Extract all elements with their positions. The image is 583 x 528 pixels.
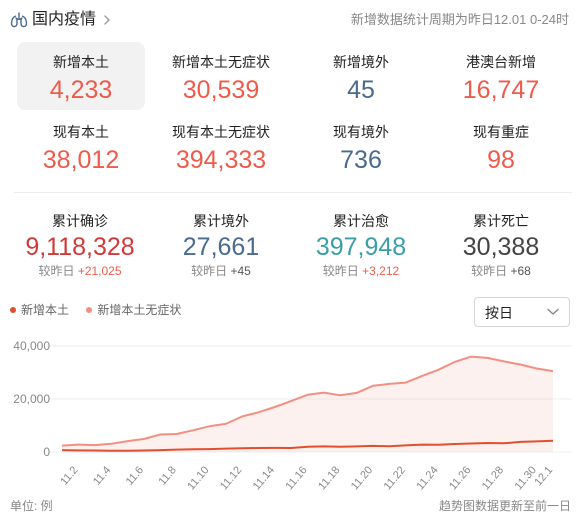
legend-label: 新增本土 xyxy=(21,303,70,317)
series-line xyxy=(61,355,554,447)
x-tick-label: 12.1 xyxy=(532,464,555,488)
stat-new-imported[interactable]: 新增境外 45 xyxy=(297,42,425,110)
legend-dot xyxy=(10,307,16,313)
stat-current-imported[interactable]: 现有境外 736 xyxy=(297,112,425,180)
cum-label: 累计确诊 xyxy=(52,213,108,229)
stat-label: 现有本土 xyxy=(53,124,109,140)
cum-compare: 较昨日 +45 xyxy=(151,263,291,279)
cum-label: 累计境外 xyxy=(193,213,249,229)
stat-label: 新增境外 xyxy=(333,54,389,70)
compare-delta: +21,025 xyxy=(77,264,122,278)
stat-label: 新增本土无症状 xyxy=(172,54,270,70)
stat-label: 新增本土 xyxy=(53,54,109,70)
cum-value: 9,118,328 xyxy=(25,233,135,261)
cum-confirmed: 累计确诊 9,118,328 较昨日 +21,025 xyxy=(10,212,150,279)
x-tick-label: 11.16 xyxy=(283,464,309,490)
stat-new-hk-macao-taiwan[interactable]: 港澳台新增 16,747 xyxy=(437,42,565,110)
x-tick-label: 11.12 xyxy=(218,464,244,490)
cum-label: 累计治愈 xyxy=(333,213,389,229)
x-tick-label: 11.28 xyxy=(480,464,506,490)
stat-label: 现有境外 xyxy=(333,124,389,140)
y-tick-label: 40,000 xyxy=(13,339,50,353)
stat-label: 现有重症 xyxy=(473,124,529,140)
legend-item-new-local[interactable]: 新增本土 xyxy=(10,302,69,318)
cum-label: 累计死亡 xyxy=(473,213,529,229)
series-line xyxy=(61,439,554,452)
page-header: 国内疫情 新增数据统计周期为昨日12.01 0-24时 xyxy=(0,0,583,40)
compare-label: 较昨日 xyxy=(38,264,75,278)
x-tick-label: 11.10 xyxy=(185,464,211,490)
stat-current-local[interactable]: 现有本土 38,012 xyxy=(17,112,145,180)
stat-new-local[interactable]: 新增本土 4,233 xyxy=(17,42,145,110)
cum-value: 397,948 xyxy=(315,233,407,261)
cum-compare: 较昨日 +21,025 xyxy=(10,263,150,279)
legend-label: 新增本土无症状 xyxy=(97,303,182,317)
x-tick-label: 11.20 xyxy=(349,464,375,490)
cum-imported: 累计境外 27,661 较昨日 +45 xyxy=(151,212,291,279)
legend-dot xyxy=(86,307,93,313)
y-tick-label: 20,000 xyxy=(13,392,50,406)
page-title[interactable]: 国内疫情 xyxy=(32,11,97,28)
chart-legend: 新增本土 新增本土无症状 xyxy=(10,302,195,318)
section-divider xyxy=(14,192,572,193)
x-tick-label: 11.18 xyxy=(316,464,342,490)
stat-value: 45 xyxy=(347,76,375,104)
x-tick-label: 11.4 xyxy=(91,464,113,487)
stat-current-severe[interactable]: 现有重症 98 xyxy=(437,112,565,180)
range-select-value: 按日 xyxy=(485,305,513,321)
update-note: 趋势图数据更新至前一日 xyxy=(438,499,571,513)
stat-label: 港澳台新增 xyxy=(466,54,536,70)
chevron-right-icon[interactable] xyxy=(102,14,112,26)
cum-compare: 较昨日 +68 xyxy=(431,263,571,279)
chevron-down-icon xyxy=(547,308,559,315)
stat-value: 4,233 xyxy=(49,76,113,104)
compare-delta: +68 xyxy=(510,264,531,278)
series-area xyxy=(62,356,553,452)
compare-delta: +3,212 xyxy=(362,264,400,278)
compare-label: 较昨日 xyxy=(471,264,508,278)
stats-period-note: 新增数据统计周期为昨日12.01 0-24时 xyxy=(350,12,569,27)
compare-label: 较昨日 xyxy=(191,264,228,278)
stat-label: 现有本土无症状 xyxy=(172,124,270,140)
compare-label: 较昨日 xyxy=(322,264,359,278)
stat-current-local-asymptomatic[interactable]: 现有本土无症状 394,333 xyxy=(157,112,285,180)
cum-value: 30,388 xyxy=(462,233,540,261)
cum-deaths: 累计死亡 30,388 较昨日 +68 xyxy=(431,212,571,279)
x-tick-label: 11.22 xyxy=(382,464,408,490)
cum-compare: 较昨日 +3,212 xyxy=(291,263,431,279)
cum-recovered: 累计治愈 397,948 较昨日 +3,212 xyxy=(291,212,431,279)
x-tick-label: 11.2 xyxy=(58,464,80,487)
x-tick-label: 11.24 xyxy=(414,464,440,490)
x-tick-label: 11.6 xyxy=(124,464,146,487)
stat-value: 38,012 xyxy=(42,146,120,174)
stat-new-local-asymptomatic[interactable]: 新增本土无症状 30,539 xyxy=(157,42,285,110)
lung-icon xyxy=(10,12,28,28)
unit-label: 单位: 例 xyxy=(10,499,53,513)
stat-value: 394,333 xyxy=(175,146,267,174)
stat-value: 98 xyxy=(487,146,515,174)
stat-value: 736 xyxy=(340,146,382,174)
cum-value: 27,661 xyxy=(182,233,260,261)
x-tick-label: 11.14 xyxy=(251,464,277,490)
range-select[interactable]: 按日 xyxy=(474,297,570,327)
x-tick-label: 11.26 xyxy=(447,464,473,490)
x-tick-label: 11.8 xyxy=(156,464,178,487)
stat-value: 30,539 xyxy=(182,76,260,104)
legend-item-new-local-asymptomatic[interactable]: 新增本土无症状 xyxy=(86,302,181,318)
stat-value: 16,747 xyxy=(462,76,540,104)
trend-chart: 0 20,000 40,000 11.2 11.4 11.6 11.8 11.10 11.12 1… xyxy=(13,339,572,490)
compare-delta: +45 xyxy=(230,264,251,278)
y-tick-label: 0 xyxy=(43,445,50,459)
